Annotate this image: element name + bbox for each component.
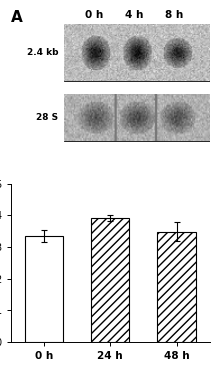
- Text: 8 h: 8 h: [165, 10, 183, 20]
- Text: A: A: [11, 10, 22, 25]
- Text: 2.4 kb: 2.4 kb: [27, 48, 58, 57]
- Bar: [64, 24, 210, 81]
- Bar: [64, 94, 210, 141]
- Text: 4 h: 4 h: [125, 10, 143, 20]
- Bar: [157, 232, 196, 342]
- Bar: [91, 218, 129, 342]
- Bar: [25, 236, 63, 342]
- Text: 0 h: 0 h: [85, 10, 103, 20]
- Text: 28 S: 28 S: [36, 113, 58, 122]
